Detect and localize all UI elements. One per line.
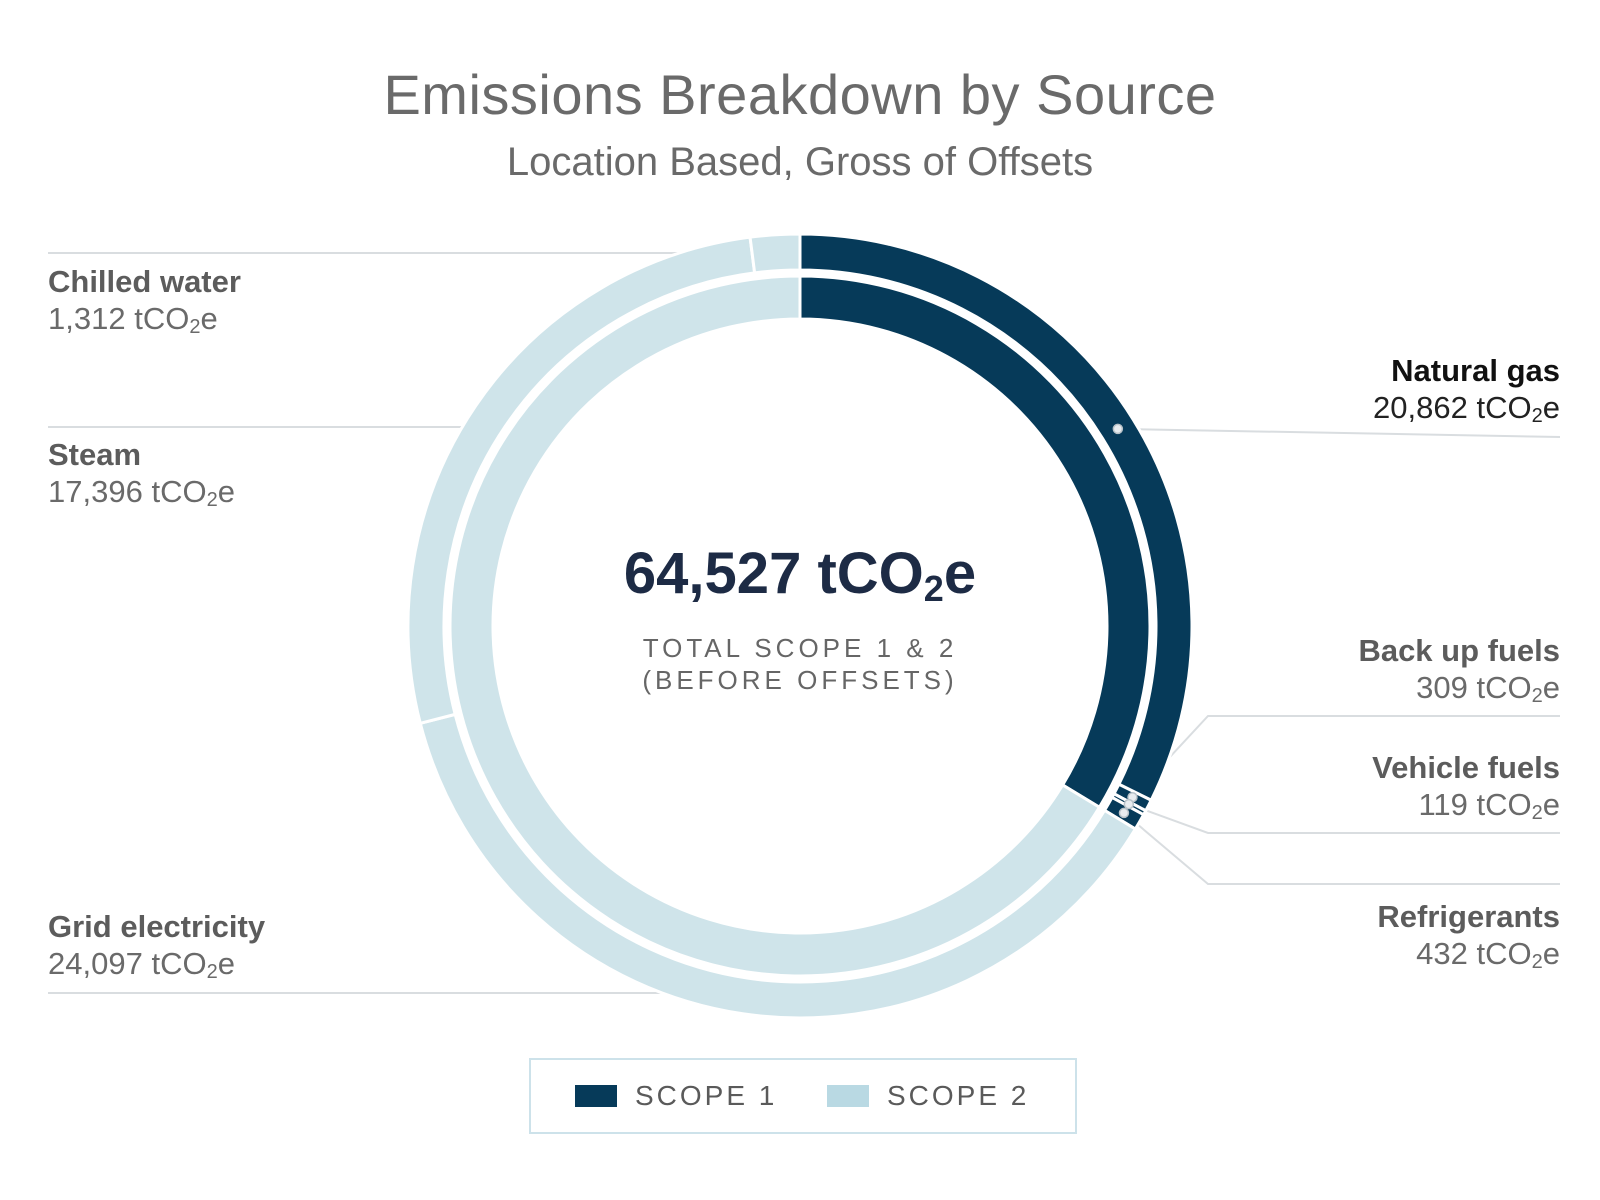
leader-dot xyxy=(1118,807,1130,819)
label-refrigerants: Refrigerants 432 tCO2e xyxy=(1377,898,1560,981)
label-chilled-water: Chilled water 1,312 tCO2e xyxy=(48,263,241,346)
label-steam: Steam 17,396 tCO2e xyxy=(48,436,235,519)
slice-value: 24,097 tCO2e xyxy=(48,946,235,983)
leader-lines xyxy=(48,252,1561,994)
leader-dot xyxy=(1112,423,1124,435)
slice-label: Chilled water xyxy=(48,264,241,299)
legend-swatch-scope-1 xyxy=(575,1085,617,1107)
slice-value: 20,862 tCO2e xyxy=(1373,390,1560,427)
slice-label: Grid electricity xyxy=(48,909,266,944)
leader-refrigerants xyxy=(1123,812,1560,885)
leader-vehicle-fuels xyxy=(1128,803,1560,834)
leader-dots xyxy=(1112,423,1138,819)
legend-item-scope-2: SCOPE 2 xyxy=(827,1060,1029,1132)
leader-dot xyxy=(1123,798,1135,810)
label-natural-gas: Natural gas 20,862 tCO2e xyxy=(1373,352,1560,435)
label-grid-electricity: Grid electricity 24,097 tCO2e xyxy=(48,908,265,991)
center-caption-line1: TOTAL SCOPE 1 & 2 xyxy=(642,633,958,663)
slice-value: 119 tCO2e xyxy=(1418,787,1560,824)
inner-slice-scope-2 xyxy=(448,274,1102,978)
label-back-up-fuels: Back up fuels 309 tCO2e xyxy=(1358,632,1560,715)
center-caption: TOTAL SCOPE 1 & 2 (BEFORE OFFSETS) xyxy=(560,632,1040,696)
chart-title: Emissions Breakdown by Source xyxy=(383,63,1217,126)
inner-ring xyxy=(448,274,1152,978)
slice-label: Refrigerants xyxy=(1377,899,1560,934)
center-total: 64,527 tCO2e xyxy=(623,541,977,609)
leader-natural-gas xyxy=(1117,427,1561,438)
legend-label-scope-2: SCOPE 2 xyxy=(887,1080,1030,1111)
slice-value: 17,396 tCO2e xyxy=(48,474,235,511)
slice-value: 432 tCO2e xyxy=(1416,936,1560,973)
legend: SCOPE 1 SCOPE 2 xyxy=(529,1058,1077,1134)
slice-value: 1,312 tCO2e xyxy=(48,301,218,338)
slice-label: Steam xyxy=(48,437,142,472)
slice-label: Natural gas xyxy=(1391,353,1560,388)
outer-slice-chilled-water xyxy=(748,232,802,275)
slice-value: 309 tCO2e xyxy=(1416,670,1560,707)
outer-ring xyxy=(406,232,1194,1020)
slice-label: Vehicle fuels xyxy=(1372,750,1560,785)
chart-subtitle: Location Based, Gross of Offsets xyxy=(506,140,1094,184)
center-caption-line2: (BEFORE OFFSETS) xyxy=(642,665,958,695)
slice-label: Back up fuels xyxy=(1358,633,1560,668)
legend-swatch-scope-2 xyxy=(827,1085,869,1107)
legend-item-scope-1: SCOPE 1 xyxy=(575,1060,777,1132)
legend-label-scope-1: SCOPE 1 xyxy=(635,1080,778,1111)
label-vehicle-fuels: Vehicle fuels 119 tCO2e xyxy=(1372,749,1560,832)
